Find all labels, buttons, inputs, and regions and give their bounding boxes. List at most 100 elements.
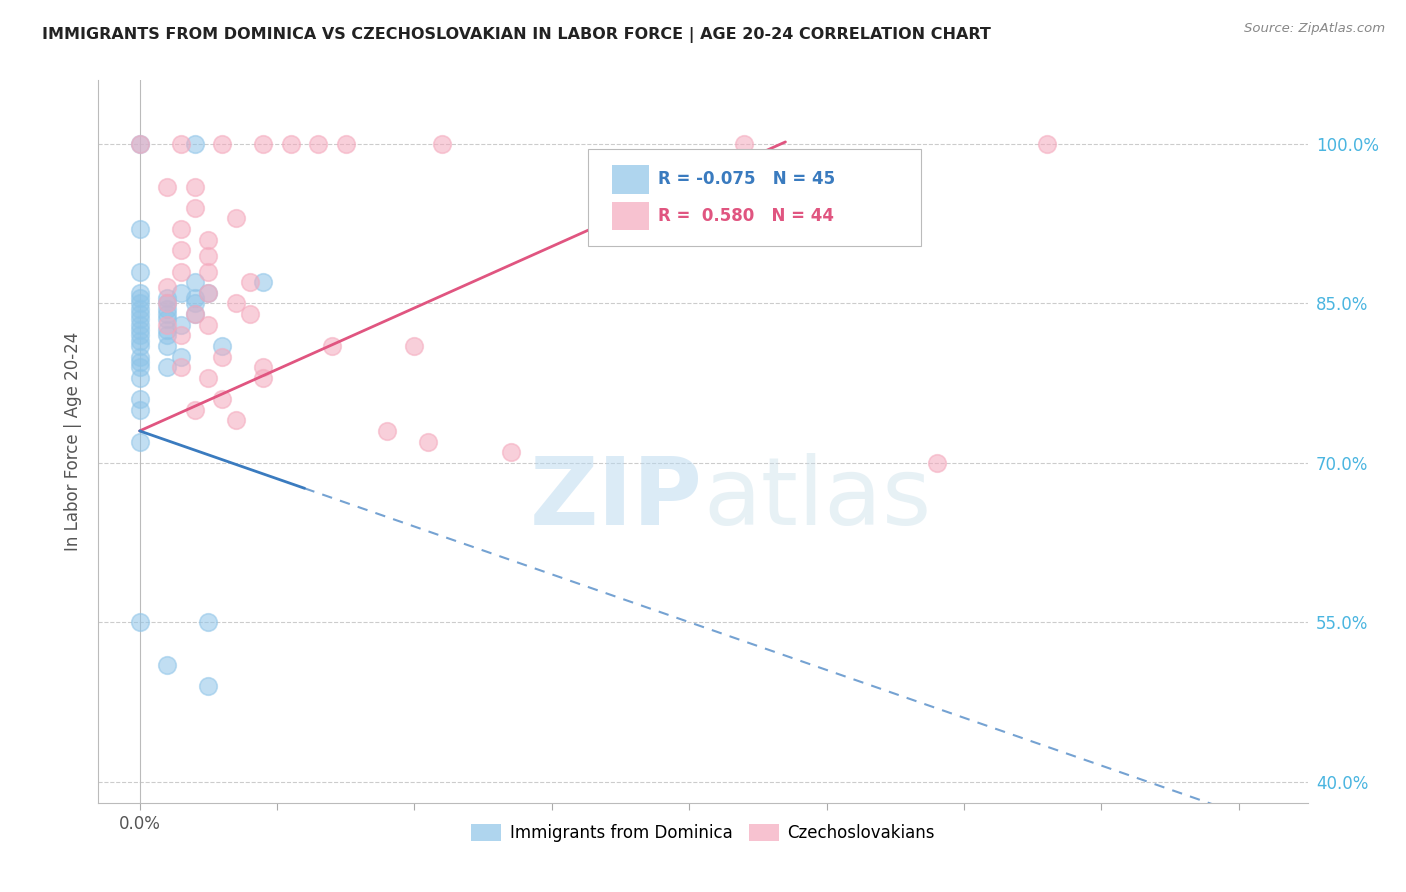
Point xyxy=(183,307,205,321)
Point xyxy=(183,291,205,305)
Point xyxy=(156,328,179,343)
Point xyxy=(128,339,150,353)
Point xyxy=(1035,136,1057,151)
Point xyxy=(128,350,150,364)
Point xyxy=(183,136,205,151)
Y-axis label: In Labor Force | Age 20-24: In Labor Force | Age 20-24 xyxy=(65,332,83,551)
Point xyxy=(183,296,205,310)
Point xyxy=(252,360,274,375)
Point xyxy=(197,285,219,300)
Point xyxy=(280,136,302,151)
Point xyxy=(128,264,150,278)
Point xyxy=(225,413,247,427)
Point xyxy=(156,291,179,305)
Point xyxy=(252,136,274,151)
Point xyxy=(156,657,179,672)
Point xyxy=(128,392,150,406)
Point xyxy=(225,211,247,226)
Point xyxy=(375,424,398,438)
Point xyxy=(128,285,150,300)
Point xyxy=(128,318,150,332)
Point xyxy=(225,296,247,310)
Point xyxy=(197,285,219,300)
Point xyxy=(170,136,193,151)
Point xyxy=(183,179,205,194)
Point xyxy=(197,249,219,263)
Point xyxy=(170,328,193,343)
Point xyxy=(128,136,150,151)
FancyBboxPatch shape xyxy=(613,202,648,230)
Legend: Immigrants from Dominica, Czechoslovakians: Immigrants from Dominica, Czechoslovakia… xyxy=(464,817,942,848)
Point xyxy=(128,402,150,417)
Point xyxy=(128,434,150,449)
Point xyxy=(128,312,150,326)
Point xyxy=(183,201,205,215)
Text: Source: ZipAtlas.com: Source: ZipAtlas.com xyxy=(1244,22,1385,36)
Point xyxy=(211,136,233,151)
Point xyxy=(170,285,193,300)
Text: atlas: atlas xyxy=(703,453,931,545)
FancyBboxPatch shape xyxy=(588,149,921,246)
Text: R =  0.580   N = 44: R = 0.580 N = 44 xyxy=(658,207,834,225)
Point xyxy=(156,360,179,375)
Point xyxy=(156,318,179,332)
Point xyxy=(335,136,357,151)
Point xyxy=(239,307,262,321)
Point xyxy=(170,264,193,278)
Point xyxy=(156,323,179,337)
Point xyxy=(128,615,150,630)
Point xyxy=(197,371,219,385)
Point xyxy=(170,350,193,364)
Point xyxy=(156,301,179,316)
Point xyxy=(156,296,179,310)
Point xyxy=(418,434,440,449)
Point xyxy=(170,222,193,236)
Point xyxy=(430,136,453,151)
Point xyxy=(252,275,274,289)
Point xyxy=(128,301,150,316)
Point xyxy=(170,360,193,375)
Point xyxy=(404,339,426,353)
Point xyxy=(197,679,219,693)
Point xyxy=(128,360,150,375)
Point xyxy=(321,339,343,353)
Point xyxy=(156,280,179,294)
Point xyxy=(252,371,274,385)
Point xyxy=(128,307,150,321)
Point xyxy=(128,328,150,343)
Point xyxy=(307,136,329,151)
Point xyxy=(156,296,179,310)
Point xyxy=(156,179,179,194)
Point xyxy=(183,307,205,321)
Text: ZIP: ZIP xyxy=(530,453,703,545)
Point xyxy=(170,318,193,332)
Point xyxy=(183,275,205,289)
Point xyxy=(499,445,522,459)
Point xyxy=(128,355,150,369)
Point xyxy=(239,275,262,289)
Point xyxy=(128,291,150,305)
Point xyxy=(197,233,219,247)
Text: R = -0.075   N = 45: R = -0.075 N = 45 xyxy=(658,170,835,188)
FancyBboxPatch shape xyxy=(613,165,648,194)
Point xyxy=(211,350,233,364)
Point xyxy=(211,392,233,406)
Point xyxy=(211,339,233,353)
Point xyxy=(128,334,150,348)
Point xyxy=(156,307,179,321)
Point xyxy=(128,371,150,385)
Point xyxy=(128,136,150,151)
Point xyxy=(925,456,948,470)
Text: IMMIGRANTS FROM DOMINICA VS CZECHOSLOVAKIAN IN LABOR FORCE | AGE 20-24 CORRELATI: IMMIGRANTS FROM DOMINICA VS CZECHOSLOVAK… xyxy=(42,27,991,43)
Point xyxy=(197,264,219,278)
Point xyxy=(128,323,150,337)
Point xyxy=(170,244,193,258)
Point xyxy=(733,136,755,151)
Point xyxy=(197,318,219,332)
Point xyxy=(156,312,179,326)
Point xyxy=(128,296,150,310)
Point xyxy=(156,339,179,353)
Point xyxy=(183,402,205,417)
Point xyxy=(128,222,150,236)
Point xyxy=(197,615,219,630)
